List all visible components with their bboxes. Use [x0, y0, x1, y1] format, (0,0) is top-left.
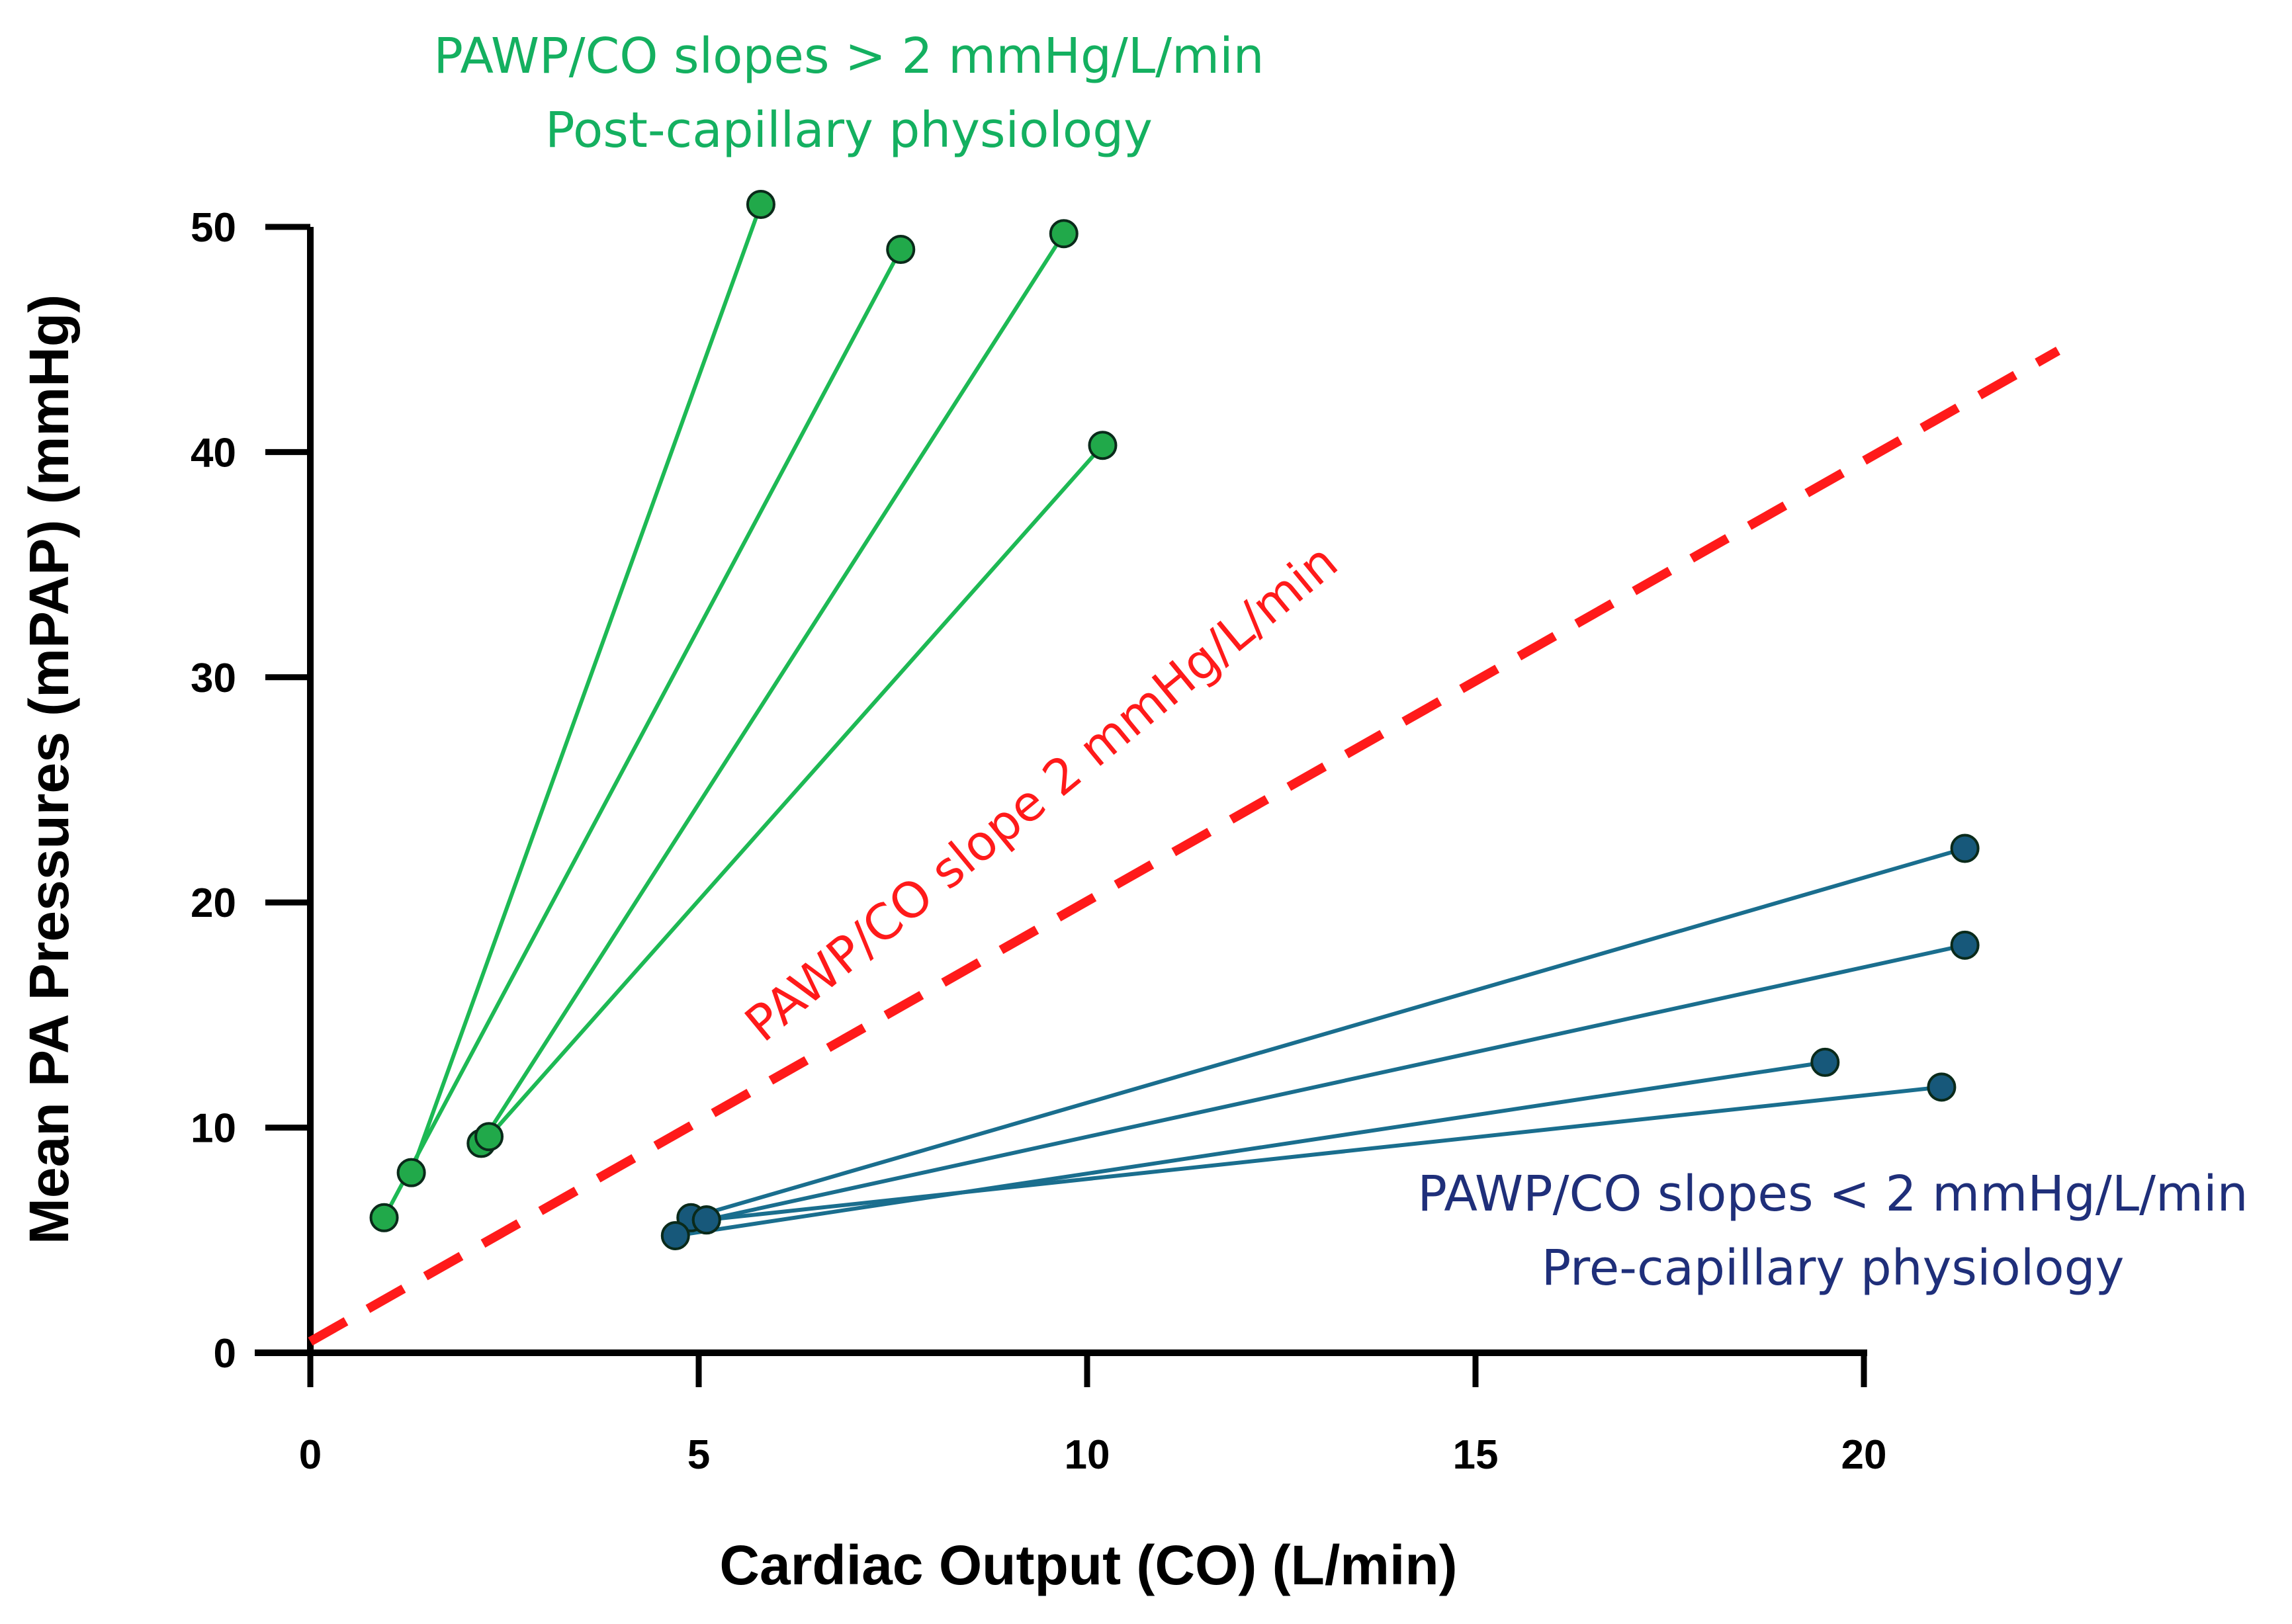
post-capillary-data-point	[369, 1203, 399, 1232]
pre-capillary-series-line	[706, 943, 1966, 1222]
pre-capillary-series-line	[690, 846, 1966, 1220]
x-tick-label: 5	[687, 1432, 710, 1478]
post-capillary-annotation-line1: PAWP/CO slopes > 2 mmHg/L/min	[433, 28, 1264, 85]
pre-capillary-data-point	[1950, 930, 1980, 960]
post-capillary-data-point	[396, 1158, 426, 1187]
x-tick-label: 10	[1065, 1432, 1110, 1478]
y-axis-title: Mean PA Pressures (mPAP) (mmHg)	[18, 294, 80, 1244]
pre-capillary-series-line	[675, 1060, 1826, 1238]
post-capillary-annotation-line2: Post-capillary physiology	[545, 102, 1153, 159]
pre-capillary-annotation-line1: PAWP/CO slopes < 2 mmHg/L/min	[1417, 1166, 2248, 1222]
post-capillary-data-point	[1049, 219, 1079, 249]
pre-capillary-series-line	[706, 1085, 1942, 1222]
x-axis-title: Cardiac Output (CO) (L/min)	[719, 1534, 1457, 1596]
post-capillary-data-point	[746, 189, 775, 219]
pre-capillary-annotation-line2: Pre-capillary physiology	[1542, 1240, 2125, 1297]
reference-dashed-line	[308, 347, 2060, 1346]
y-tick-label: 20	[191, 880, 236, 926]
pre-capillary-data-point	[691, 1205, 721, 1235]
pre-capillary-data-point	[1927, 1072, 1957, 1102]
post-capillary-series-line	[487, 444, 1104, 1138]
y-tick-label: 30	[191, 656, 236, 701]
post-capillary-data-point	[474, 1122, 504, 1152]
y-tick-label: 40	[191, 430, 236, 476]
x-tick-label: 20	[1841, 1432, 1887, 1478]
reference-line-group	[308, 347, 2060, 1346]
post-capillary-series-line	[479, 232, 1066, 1145]
series-segments	[382, 203, 1966, 1238]
pre-capillary-data-point	[1950, 833, 1980, 863]
post-capillary-data-point	[1088, 431, 1118, 460]
pre-capillary-data-point	[1810, 1047, 1840, 1077]
y-tick-label: 50	[191, 205, 236, 251]
reference-line-label: PAWP/CO slope 2 mmHg/L/min	[734, 533, 1348, 1053]
post-capillary-data-point	[886, 235, 916, 265]
y-tick-label: 0	[214, 1331, 236, 1377]
axis-ticks: 0 5 10 15 20 0 10 20 30 40 50	[191, 205, 1886, 1478]
pre-capillary-data-point	[660, 1220, 690, 1250]
y-tick-label: 10	[191, 1106, 236, 1152]
post-capillary-series-line	[409, 203, 763, 1174]
series-points	[369, 189, 1980, 1250]
x-tick-label: 0	[299, 1432, 322, 1478]
post-capillary-series-line	[382, 248, 903, 1219]
x-tick-label: 15	[1453, 1432, 1499, 1478]
